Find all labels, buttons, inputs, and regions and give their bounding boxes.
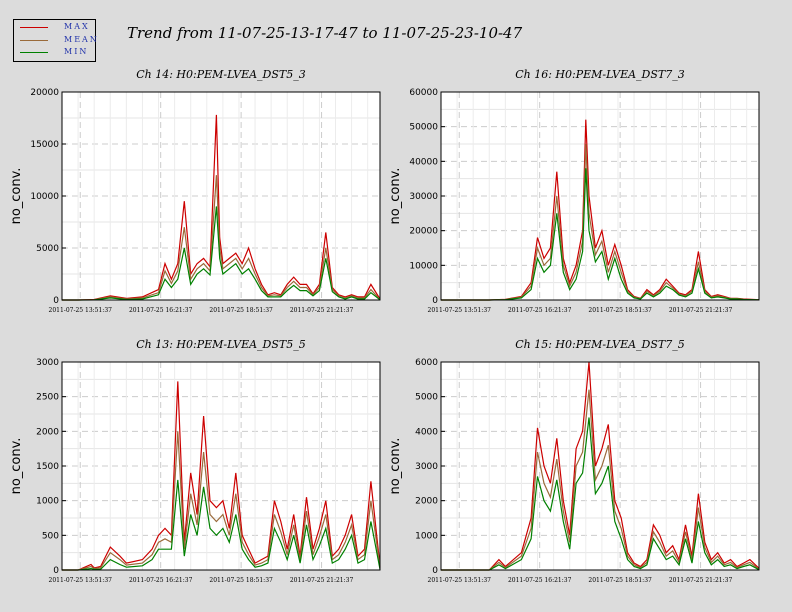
- series-min: [441, 417, 760, 571]
- x-tick-label: 2011-07-25 21:21:37: [290, 307, 354, 314]
- x-tick-label: 2011-07-25 18:51:37: [209, 577, 273, 584]
- legend-swatch-mean: [20, 40, 48, 41]
- y-tick-label: 1000: [36, 497, 59, 507]
- y-tick-label: 20000: [30, 88, 59, 98]
- x-tick-label: 2011-07-25 13:51:37: [428, 307, 492, 314]
- chart-title: Ch 13: H0:PEM-LVEA_DST5_5: [136, 338, 306, 351]
- y-tick-label: 1500: [36, 462, 59, 472]
- legend-swatch-max: [20, 27, 48, 28]
- legend-item-min: MIN: [20, 47, 95, 59]
- legend: MAX MEAN MIN: [13, 19, 97, 62]
- y-tick-label: 10000: [30, 192, 59, 202]
- x-tick-label: 2011-07-25 18:51:37: [209, 307, 273, 314]
- y-tick-label: 0: [432, 566, 438, 576]
- x-tick-label: 2011-07-25 16:21:37: [508, 307, 572, 314]
- y-tick-label: 6000: [415, 358, 438, 368]
- y-tick-label: 15000: [30, 140, 59, 150]
- x-tick-label: 2011-07-25 13:51:37: [428, 577, 492, 584]
- y-tick-label: 40000: [409, 157, 438, 167]
- x-tick-label: 2011-07-25 13:51:37: [49, 577, 113, 584]
- x-tick-label: 2011-07-25 16:21:37: [129, 577, 193, 584]
- x-tick-label: 2011-07-25 21:21:37: [669, 577, 733, 584]
- y-axis-label: no_conv.: [9, 168, 24, 225]
- x-tick-label: 2011-07-25 13:51:37: [49, 307, 113, 314]
- series-min: [62, 206, 381, 301]
- plot-frame: [440, 91, 760, 301]
- legend-label-mean: MEAN: [64, 35, 99, 44]
- y-tick-label: 10000: [409, 261, 438, 271]
- y-tick-label: 30000: [409, 192, 438, 202]
- legend-item-max: MAX: [20, 22, 95, 34]
- chart-title: Ch 15: H0:PEM-LVEA_DST7_5: [515, 338, 685, 351]
- series-max: [441, 119, 760, 301]
- y-tick-label: 60000: [409, 88, 438, 98]
- chart-title: Ch 14: H0:PEM-LVEA_DST5_3: [136, 68, 306, 81]
- series-max: [441, 361, 760, 571]
- y-tick-label: 2000: [415, 497, 438, 507]
- series-max: [62, 381, 381, 571]
- plot-frame: [61, 91, 381, 301]
- series-mean: [62, 431, 381, 571]
- plot-frame: [440, 361, 760, 571]
- series-min: [62, 479, 381, 571]
- plot-frame: [61, 361, 381, 571]
- x-tick-label: 2011-07-25 21:21:37: [290, 577, 354, 584]
- chart-title: Ch 16: H0:PEM-LVEA_DST7_3: [515, 68, 685, 81]
- page-title: Trend from 11-07-25-13-17-47 to 11-07-25…: [127, 24, 523, 42]
- series-mean: [441, 389, 760, 571]
- y-tick-label: 4000: [415, 427, 438, 437]
- y-tick-label: 5000: [415, 393, 438, 403]
- x-tick-label: 2011-07-25 16:21:37: [129, 307, 193, 314]
- y-tick-label: 0: [53, 296, 59, 306]
- y-tick-label: 2500: [36, 393, 59, 403]
- y-tick-label: 20000: [409, 227, 438, 237]
- x-tick-label: 2011-07-25 18:51:37: [588, 577, 652, 584]
- y-tick-label: 1000: [415, 531, 438, 541]
- y-tick-label: 2000: [36, 427, 59, 437]
- series-min: [441, 168, 760, 301]
- x-tick-label: 2011-07-25 16:21:37: [508, 577, 572, 584]
- x-tick-label: 2011-07-25 21:21:37: [669, 307, 733, 314]
- y-tick-label: 5000: [36, 244, 59, 254]
- series-mean: [441, 143, 760, 301]
- x-tick-label: 2011-07-25 18:51:37: [588, 307, 652, 314]
- y-axis-label: no_conv.: [388, 438, 403, 495]
- y-tick-label: 3000: [36, 358, 59, 368]
- y-axis-label: no_conv.: [388, 168, 403, 225]
- legend-label-min: MIN: [64, 47, 89, 56]
- legend-item-mean: MEAN: [20, 35, 97, 47]
- y-tick-label: 50000: [409, 123, 438, 133]
- y-tick-label: 0: [53, 566, 59, 576]
- y-tick-label: 0: [432, 296, 438, 306]
- series-mean: [62, 175, 381, 301]
- y-tick-label: 500: [42, 531, 59, 541]
- legend-label-max: MAX: [64, 22, 90, 31]
- y-axis-label: no_conv.: [9, 438, 24, 495]
- legend-swatch-min: [20, 52, 48, 53]
- y-tick-label: 3000: [415, 462, 438, 472]
- series-max: [62, 114, 381, 301]
